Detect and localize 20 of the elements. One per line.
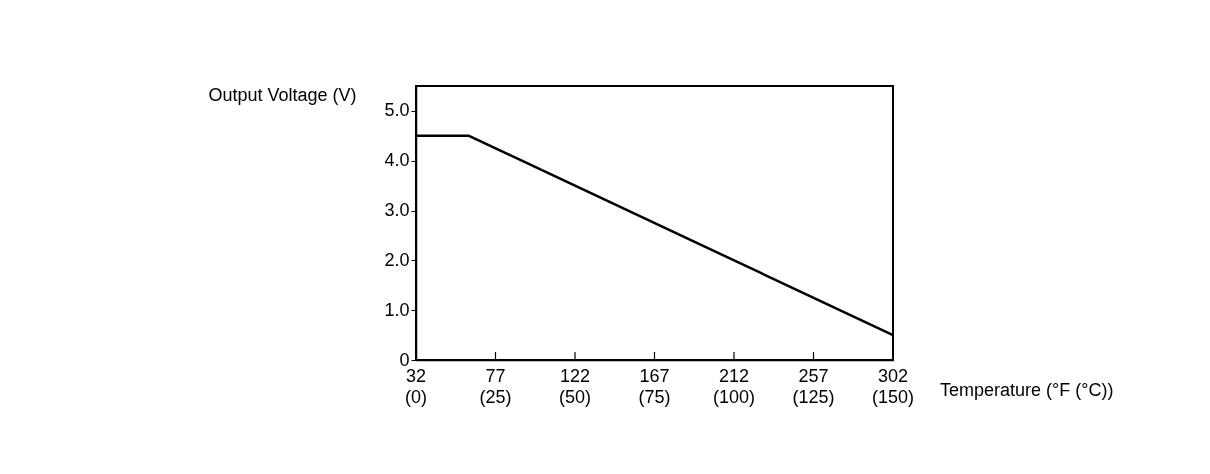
x2-tick-label: (0): [405, 387, 427, 407]
x2-tick-label: (50): [558, 387, 592, 407]
y-tick-label: 1.0: [384, 299, 410, 320]
y-tick-label: 5.0: [384, 100, 410, 121]
x-tick-label: 77: [485, 366, 506, 386]
x-tick-label: 212: [718, 366, 750, 386]
x-tick-label: 167: [639, 366, 670, 386]
x2-tick-label: (150): [871, 387, 915, 407]
y-tick-label: 3.0: [384, 200, 410, 221]
x-tick-label: 257: [798, 366, 829, 386]
x2-tick-label: (100): [712, 387, 756, 407]
x-tick-label: 302: [877, 366, 909, 386]
x-axis-title: Temperature (°F (°C)): [940, 380, 1114, 400]
y-axis-title: Output Voltage (V): [208, 84, 357, 105]
x2-tick-label: (125): [792, 387, 835, 407]
y-tick-label: 4.0: [384, 150, 410, 171]
x-tick-label: 122: [559, 366, 591, 386]
x2-tick-label: (25): [479, 387, 512, 407]
x2-tick-label: (75): [638, 387, 671, 407]
y-tick-label: 2.0: [384, 249, 410, 270]
